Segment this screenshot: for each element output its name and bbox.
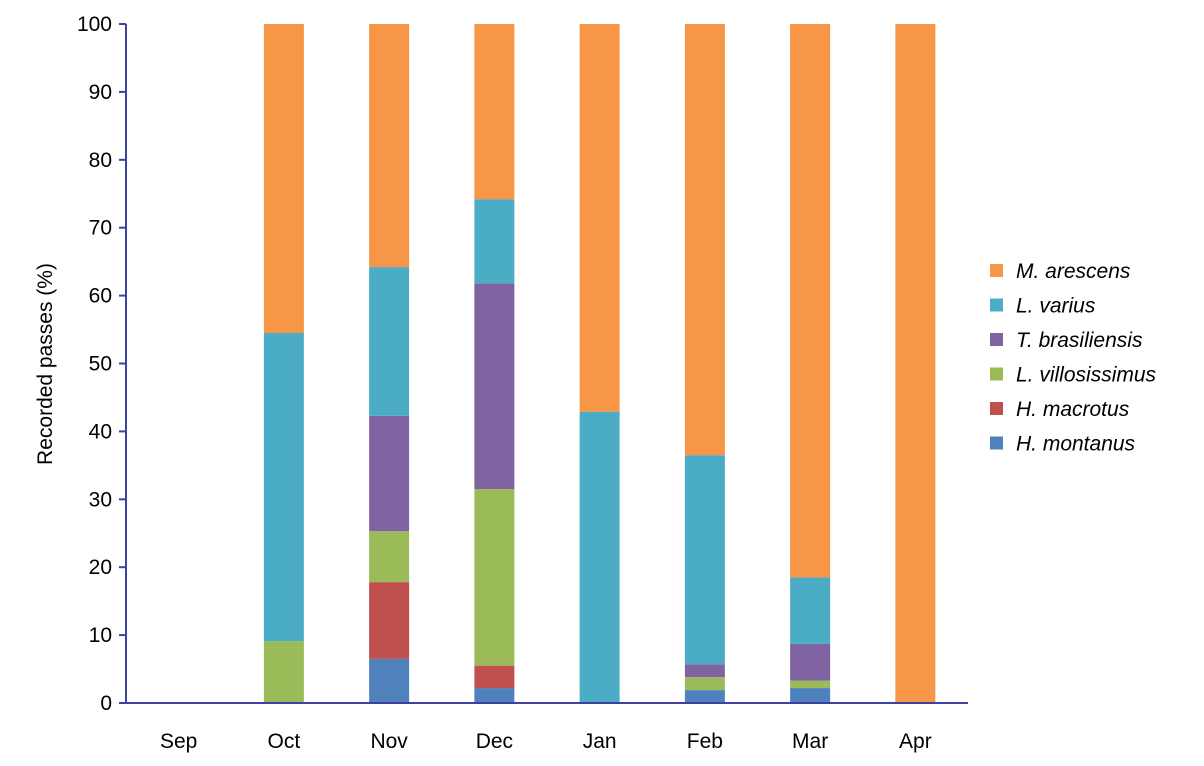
bar-segment-mar-m-arescens xyxy=(790,24,831,578)
x-tick-label: Jan xyxy=(583,730,617,753)
bars-group xyxy=(263,24,936,703)
bar-segment-mar-l-villosissimus xyxy=(790,680,831,689)
y-tick-label: 100 xyxy=(77,13,112,36)
x-tick-labels: Sep Oct Nov Dec Jan Feb Mar Apr xyxy=(160,730,932,753)
bar-segment-nov-l-villosissimus xyxy=(369,531,410,583)
bar-segment-dec-l-varius xyxy=(474,199,515,284)
y-tick-label: 40 xyxy=(89,420,112,443)
y-tick-label: 20 xyxy=(89,556,112,579)
legend-label: L. villosissimus xyxy=(1016,364,1157,387)
bar-segment-nov-h-macrotus xyxy=(369,582,410,659)
legend-label: H. montanus xyxy=(1016,433,1136,456)
y-tick-label: 90 xyxy=(89,81,112,104)
y-tick-label: 30 xyxy=(89,488,112,511)
y-tick-label: 80 xyxy=(89,149,112,172)
bar-segment-dec-m-arescens xyxy=(474,24,515,200)
legend-swatch xyxy=(990,402,1003,415)
bar-segment-mar-l-varius xyxy=(790,577,831,644)
bar-segment-oct-m-arescens xyxy=(263,24,304,333)
x-tick-label: Oct xyxy=(268,730,301,753)
bar-segment-dec-l-villosissimus xyxy=(474,489,515,666)
bar-segment-feb-t-brasiliensis xyxy=(684,664,725,678)
bar-segment-feb-m-arescens xyxy=(684,24,725,456)
x-tick-label: Feb xyxy=(687,730,723,753)
y-tick-label: 70 xyxy=(89,217,112,240)
x-tick-label: Apr xyxy=(899,730,932,753)
y-tick-label: 10 xyxy=(89,624,112,647)
bar-segment-mar-h-montanus xyxy=(790,688,831,703)
x-tick-label: Mar xyxy=(792,730,828,753)
y-tick-label: 50 xyxy=(89,353,112,376)
bar-segment-feb-l-villosissimus xyxy=(684,677,725,691)
x-tick-label: Sep xyxy=(160,730,197,753)
bar-segment-mar-t-brasiliensis xyxy=(790,643,831,681)
bar-segment-oct-l-villosissimus xyxy=(263,641,304,703)
legend-swatch xyxy=(990,333,1003,346)
legend-label: L. varius xyxy=(1016,295,1096,318)
legend: M. arescens L. varius T. brasiliensis L. vi… xyxy=(990,260,1157,456)
bar-segment-oct-l-varius xyxy=(263,332,304,642)
bar-segment-nov-m-arescens xyxy=(369,24,410,268)
bar-segment-nov-h-montanus xyxy=(369,658,410,703)
y-axis-label: Recorded passes (%) xyxy=(34,263,57,465)
legend-label: M. arescens xyxy=(1016,260,1131,283)
y-tick-labels: 0 10 20 30 40 50 60 70 80 90 100 xyxy=(77,13,112,715)
y-tick-label: 60 xyxy=(89,285,112,308)
legend-label: H. macrotus xyxy=(1016,398,1130,421)
bar-segment-dec-h-montanus xyxy=(474,688,515,703)
x-tick-label: Nov xyxy=(370,730,408,753)
bar-segment-nov-t-brasiliensis xyxy=(369,415,410,532)
x-tick-label: Dec xyxy=(476,730,513,753)
bar-segment-nov-l-varius xyxy=(369,267,410,416)
bar-segment-jan-l-varius xyxy=(579,411,620,703)
bar-segment-dec-h-macrotus xyxy=(474,665,515,689)
bar-segment-dec-t-brasiliensis xyxy=(474,283,515,490)
legend-swatch xyxy=(990,367,1003,381)
y-tick-label: 0 xyxy=(100,692,112,715)
axes-group xyxy=(119,23,968,704)
bar-segment-feb-h-montanus xyxy=(684,690,725,703)
legend-label: T. brasiliensis xyxy=(1016,329,1143,352)
legend-swatch xyxy=(990,264,1003,277)
bar-segment-apr-m-arescens xyxy=(895,24,936,703)
bar-segment-feb-l-varius xyxy=(684,455,725,665)
legend-swatch xyxy=(990,436,1003,450)
bar-segment-jan-m-arescens xyxy=(579,24,620,412)
legend-swatch xyxy=(990,298,1003,312)
